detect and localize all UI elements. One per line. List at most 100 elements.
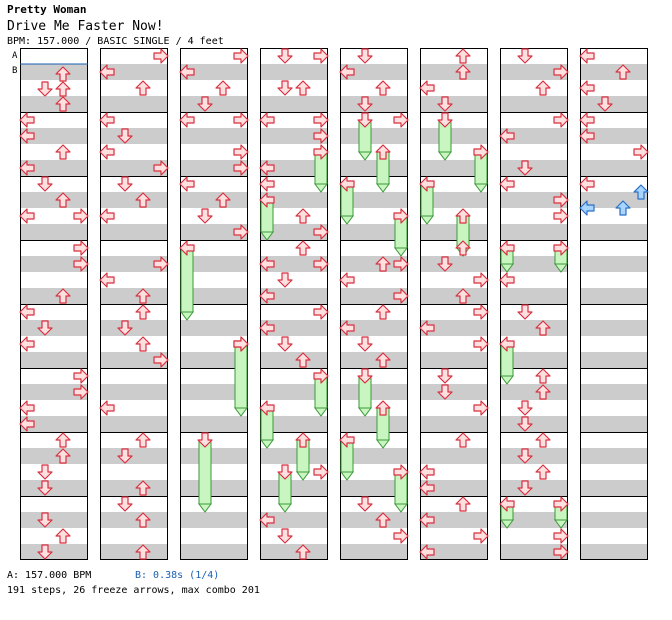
- dance-step-arrow-icon: [277, 272, 293, 288]
- dance-step-arrow-icon: [153, 160, 169, 176]
- measure-stripes: [20, 48, 648, 560]
- dance-step-arrow-icon: [99, 112, 115, 128]
- beat-stripe: [340, 64, 408, 80]
- beat-stripe: [100, 64, 168, 80]
- beat-stripe: [580, 192, 648, 208]
- dance-step-arrow-icon: [313, 304, 329, 320]
- dance-step-arrow-icon: [499, 496, 515, 512]
- dance-step-arrow-icon: [393, 464, 409, 480]
- dance-step-arrow-icon: [19, 416, 35, 432]
- beat-stripe: [100, 160, 168, 176]
- freeze-arrow-icon: [394, 471, 408, 513]
- beat-stripe: [500, 352, 568, 368]
- dance-step-arrow-icon: [455, 288, 471, 304]
- beat-stripe: [420, 192, 488, 208]
- beat-stripe: [180, 320, 248, 336]
- beat-stripe: [100, 352, 168, 368]
- beat-stripe: [580, 512, 648, 528]
- beat-stripe: [180, 192, 248, 208]
- dance-step-arrow-icon: [55, 528, 71, 544]
- dance-step-arrow-icon: [73, 256, 89, 272]
- beat-stripe: [180, 64, 248, 80]
- dance-step-arrow-icon: [473, 336, 489, 352]
- dance-step-arrow-icon: [455, 496, 471, 512]
- beat-stripe: [420, 480, 488, 496]
- dance-step-arrow-icon: [55, 96, 71, 112]
- dance-step-arrow-icon: [55, 432, 71, 448]
- dance-step-arrow-icon: [19, 160, 35, 176]
- dance-step-arrow-icon: [339, 320, 355, 336]
- beat-stripe: [420, 64, 488, 80]
- dance-step-arrow-icon: [135, 432, 151, 448]
- chart-info: BPM: 157.000 / BASIC SINGLE / 4 feet: [7, 36, 224, 47]
- dance-step-arrow-icon: [339, 272, 355, 288]
- dance-step-arrow-icon: [499, 128, 515, 144]
- beat-stripe: [420, 384, 488, 400]
- beat-stripe: [100, 128, 168, 144]
- dance-step-arrow-icon: [295, 240, 311, 256]
- dance-step-arrow-icon: [473, 400, 489, 416]
- beat-stripe: [580, 96, 648, 112]
- beat-stripe: [420, 96, 488, 112]
- dance-step-arrow-icon: [339, 64, 355, 80]
- bpm-b-readout: B: 0.38s (1/4): [135, 570, 220, 581]
- dance-step-arrow-icon: [517, 304, 533, 320]
- beat-stripe: [100, 544, 168, 560]
- beat-stripe: [340, 416, 408, 432]
- dance-step-arrow-icon: [615, 64, 631, 80]
- dance-step-arrow-icon: [55, 81, 71, 97]
- dance-step-arrow-icon: [357, 368, 373, 384]
- dance-step-arrow-icon: [357, 96, 373, 112]
- marker-a-label: A: [12, 51, 18, 61]
- beat-stripe: [100, 256, 168, 272]
- beat-stripe: [580, 64, 648, 80]
- beat-stripe: [340, 480, 408, 496]
- dance-step-arrow-icon: [73, 208, 89, 224]
- dance-step-arrow-icon: [117, 176, 133, 192]
- dance-step-arrow-icon: [295, 544, 311, 560]
- freeze-arrow-icon: [394, 215, 408, 257]
- beat-stripe: [420, 512, 488, 528]
- dance-step-arrow-icon: [99, 208, 115, 224]
- dance-step-arrow-icon: [455, 240, 471, 256]
- beat-stripe: [20, 128, 88, 144]
- beat-stripe: [340, 192, 408, 208]
- dance-step-arrow-icon: [19, 304, 35, 320]
- dance-step-arrow-icon: [633, 144, 649, 160]
- dance-step-arrow-icon: [375, 400, 391, 416]
- dance-step-arrow-icon: [259, 160, 275, 176]
- beat-stripe: [180, 384, 248, 400]
- dance-step-arrow-icon: [259, 512, 275, 528]
- dance-step-arrow-icon: [117, 448, 133, 464]
- beat-stripe: [180, 256, 248, 272]
- freeze-arrows: [179, 112, 569, 529]
- freeze-arrow-icon: [358, 119, 372, 161]
- beat-stripe: [20, 160, 88, 176]
- beat-stripe: [340, 96, 408, 112]
- beat-stripe: [340, 224, 408, 240]
- dance-step-arrow-icon: [419, 176, 435, 192]
- beat-stripe: [100, 384, 168, 400]
- freeze-arrow-icon: [278, 471, 292, 513]
- dance-step-arrow-icon: [517, 416, 533, 432]
- beat-stripe: [500, 256, 568, 272]
- dance-step-arrow-icon: [73, 368, 89, 384]
- dance-step-arrow-icon: [597, 96, 613, 112]
- dance-step-arrow-icon: [259, 192, 275, 208]
- dance-step-arrow-icon: [437, 256, 453, 272]
- dance-step-arrow-icon: [277, 464, 293, 480]
- dance-step-arrow-icon: [135, 304, 151, 320]
- beat-stripe: [20, 320, 88, 336]
- beat-stripe: [500, 96, 568, 112]
- dance-step-arrow-icon: [393, 528, 409, 544]
- beat-stripe: [260, 256, 328, 272]
- dance-step-arrow-icon: [579, 128, 595, 144]
- beat-stripe: [180, 544, 248, 560]
- dance-step-arrow-icon: [419, 512, 435, 528]
- dance-step-arrow-icon: [295, 208, 311, 224]
- beat-stripe: [20, 448, 88, 464]
- beat-stripe: [20, 512, 88, 528]
- beat-stripe: [20, 384, 88, 400]
- dance-step-arrow-icon: [473, 272, 489, 288]
- dance-step-arrow-icon: [55, 66, 71, 82]
